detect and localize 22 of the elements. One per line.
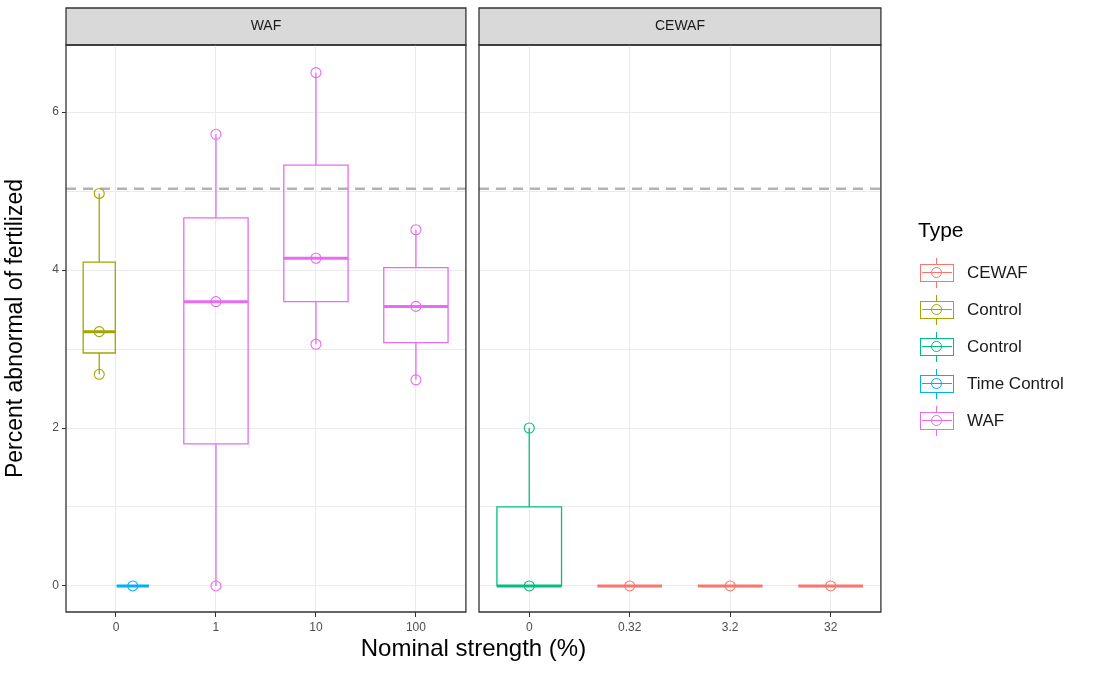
legend-label: WAF bbox=[967, 410, 1005, 431]
legend-label: Control bbox=[967, 336, 1022, 357]
x-tick-label: 10 bbox=[309, 619, 323, 634]
x-axis-title: Nominal strength (%) bbox=[359, 634, 588, 662]
y-axis-title: Percent abnormal of fertilized bbox=[1, 178, 28, 479]
x-tick-label: 1 bbox=[212, 619, 220, 634]
y-tick-label: 4 bbox=[52, 262, 60, 277]
y-tick-label: 2 bbox=[52, 420, 60, 435]
legend-label: CEWAF bbox=[967, 262, 1028, 283]
x-tick-label: 0 bbox=[112, 619, 120, 634]
chart-title: CEWAF bbox=[654, 17, 705, 34]
legend-label: Control bbox=[967, 299, 1022, 320]
legend-title: Type bbox=[918, 218, 964, 242]
legend-label: Time Control bbox=[967, 373, 1064, 394]
x-tick-label: 100 bbox=[405, 619, 427, 634]
chart-title: WAF bbox=[250, 17, 282, 34]
x-tick-label: 3.2 bbox=[721, 619, 739, 634]
x-tick-label: 0 bbox=[525, 619, 533, 634]
y-tick-label: 6 bbox=[52, 104, 60, 119]
y-tick-label: 0 bbox=[52, 578, 60, 593]
x-tick-label: 0.32 bbox=[618, 619, 642, 634]
x-tick-label: 32 bbox=[823, 619, 838, 634]
